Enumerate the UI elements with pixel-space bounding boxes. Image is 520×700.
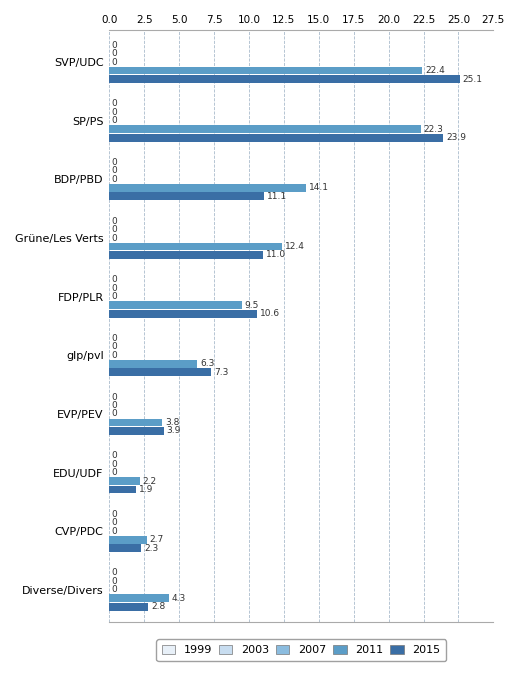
Text: 22.3: 22.3 bbox=[423, 125, 444, 134]
Bar bbox=[109, 251, 263, 259]
Text: 0: 0 bbox=[111, 401, 117, 410]
Bar bbox=[109, 75, 460, 83]
Bar bbox=[109, 301, 242, 309]
Text: 0: 0 bbox=[111, 57, 117, 66]
Text: 10.6: 10.6 bbox=[260, 309, 280, 318]
Text: 23.9: 23.9 bbox=[446, 133, 466, 142]
Bar bbox=[109, 477, 140, 485]
Text: 0: 0 bbox=[111, 585, 117, 594]
Text: 0: 0 bbox=[111, 284, 117, 293]
Text: 11.0: 11.0 bbox=[266, 251, 286, 260]
Text: 0: 0 bbox=[111, 510, 117, 519]
Text: 0: 0 bbox=[111, 468, 117, 477]
Text: 0: 0 bbox=[111, 49, 117, 58]
Bar bbox=[109, 536, 147, 544]
Text: 0: 0 bbox=[111, 99, 117, 108]
Bar bbox=[109, 243, 282, 251]
Bar bbox=[109, 125, 421, 133]
Text: 0: 0 bbox=[111, 351, 117, 360]
Text: 1.9: 1.9 bbox=[138, 485, 153, 494]
Legend: 1999, 2003, 2007, 2011, 2015: 1999, 2003, 2007, 2011, 2015 bbox=[157, 639, 446, 661]
Bar bbox=[109, 309, 257, 318]
Text: 0: 0 bbox=[111, 167, 117, 176]
Bar bbox=[109, 134, 443, 141]
Text: 3.9: 3.9 bbox=[166, 426, 181, 435]
Bar bbox=[109, 486, 136, 493]
Text: 0: 0 bbox=[111, 452, 117, 460]
Text: 25.1: 25.1 bbox=[463, 75, 483, 83]
Text: 0: 0 bbox=[111, 577, 117, 586]
Text: 0: 0 bbox=[111, 568, 117, 578]
Bar bbox=[109, 594, 169, 602]
Text: 14.1: 14.1 bbox=[309, 183, 329, 192]
Text: 0: 0 bbox=[111, 334, 117, 343]
Text: 2.3: 2.3 bbox=[144, 544, 159, 553]
Text: 0: 0 bbox=[111, 410, 117, 419]
Text: 7.3: 7.3 bbox=[214, 368, 228, 377]
Text: 0: 0 bbox=[111, 393, 117, 402]
Text: 6.3: 6.3 bbox=[200, 359, 214, 368]
Text: 0: 0 bbox=[111, 234, 117, 242]
Text: 12.4: 12.4 bbox=[285, 242, 305, 251]
Text: 2.7: 2.7 bbox=[150, 536, 164, 544]
Text: 0: 0 bbox=[111, 158, 117, 167]
Text: 22.4: 22.4 bbox=[425, 66, 445, 75]
Text: 0: 0 bbox=[111, 526, 117, 536]
Text: 0: 0 bbox=[111, 175, 117, 184]
Text: 0: 0 bbox=[111, 116, 117, 125]
Bar bbox=[109, 603, 148, 610]
Text: 0: 0 bbox=[111, 518, 117, 527]
Bar bbox=[109, 66, 422, 74]
Text: 0: 0 bbox=[111, 292, 117, 301]
Bar bbox=[109, 419, 162, 426]
Text: 0: 0 bbox=[111, 342, 117, 351]
Text: 0: 0 bbox=[111, 41, 117, 50]
Text: 0: 0 bbox=[111, 225, 117, 234]
Bar bbox=[109, 427, 164, 435]
Text: 0: 0 bbox=[111, 460, 117, 468]
Text: 11.1: 11.1 bbox=[267, 192, 287, 201]
Text: 2.2: 2.2 bbox=[142, 477, 157, 486]
Text: 0: 0 bbox=[111, 108, 117, 117]
Text: 0: 0 bbox=[111, 275, 117, 284]
Bar bbox=[109, 545, 141, 552]
Bar bbox=[109, 193, 264, 200]
Text: 3.8: 3.8 bbox=[165, 418, 179, 427]
Bar bbox=[109, 184, 306, 192]
Text: 4.3: 4.3 bbox=[172, 594, 186, 603]
Bar bbox=[109, 360, 197, 368]
Text: 0: 0 bbox=[111, 216, 117, 225]
Bar bbox=[109, 368, 211, 376]
Text: 9.5: 9.5 bbox=[245, 300, 259, 309]
Text: 2.8: 2.8 bbox=[151, 602, 165, 611]
